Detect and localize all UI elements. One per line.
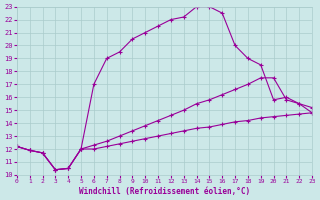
X-axis label: Windchill (Refroidissement éolien,°C): Windchill (Refroidissement éolien,°C)	[79, 187, 250, 196]
